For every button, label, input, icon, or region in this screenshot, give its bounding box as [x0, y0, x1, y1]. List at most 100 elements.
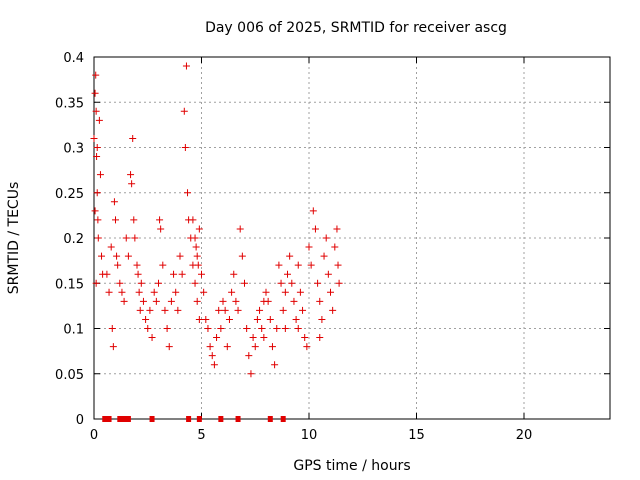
data-point	[215, 306, 223, 314]
data-point	[299, 306, 307, 314]
data-point	[331, 243, 339, 251]
data-point	[221, 306, 229, 314]
y-tick-label: 0.4	[63, 51, 84, 66]
data-point	[165, 343, 173, 351]
data-point	[157, 225, 165, 233]
data-point	[130, 216, 138, 224]
data-point	[191, 279, 199, 287]
data-point	[122, 234, 130, 242]
data-point	[292, 315, 300, 323]
data-point	[266, 315, 274, 323]
data-point	[103, 270, 111, 278]
data-point	[155, 279, 162, 287]
data-point	[334, 261, 342, 269]
data-point	[262, 288, 270, 296]
data-point	[134, 270, 142, 278]
data-point	[275, 261, 283, 269]
zero-marker	[186, 416, 192, 422]
y-tick-label: 0.15	[55, 277, 84, 292]
chart-title: Day 006 of 2025, SRMTID for receiver asc…	[205, 20, 507, 36]
data-point	[194, 261, 202, 269]
data-point	[256, 306, 264, 314]
data-point	[144, 325, 152, 332]
x-axis-label: GPS time / hours	[293, 458, 410, 474]
data-point	[176, 252, 184, 260]
data-point	[172, 288, 180, 296]
data-point	[108, 325, 116, 332]
data-point	[258, 325, 266, 332]
data-point	[170, 270, 178, 278]
data-point	[90, 134, 98, 142]
data-point	[329, 306, 337, 314]
data-point	[213, 334, 221, 342]
data-point	[120, 297, 128, 305]
data-point	[208, 352, 216, 360]
y-tick-label: 0.1	[63, 323, 84, 338]
data-point	[311, 225, 319, 233]
data-point	[91, 207, 99, 215]
data-marks	[90, 62, 343, 422]
data-point	[204, 325, 212, 332]
data-point	[193, 252, 201, 260]
data-point	[273, 325, 281, 332]
data-point	[232, 297, 240, 305]
axis-ticks: 0 5 10 15 20 0 0.05 0.1 0.15 0.2 0.25 0.3 0.35 0.4	[55, 51, 610, 443]
data-point	[260, 297, 268, 305]
data-point	[191, 234, 199, 242]
data-point	[230, 270, 238, 278]
zero-marker	[218, 416, 224, 422]
data-point	[192, 243, 200, 251]
data-point	[161, 306, 169, 314]
data-point	[281, 288, 289, 296]
data-point	[131, 234, 139, 242]
zero-marker	[106, 416, 112, 422]
data-point	[95, 116, 103, 124]
data-point	[112, 216, 119, 224]
data-point	[217, 325, 225, 332]
y-tick-label: 0.05	[55, 368, 84, 383]
data-point	[245, 352, 253, 360]
y-axis-label: SRMTID / TECUs	[6, 182, 22, 295]
zero-marker	[125, 416, 131, 422]
data-point	[128, 180, 136, 188]
y-tick-label: 0.2	[63, 232, 84, 247]
data-point	[178, 270, 186, 278]
data-point	[148, 334, 156, 342]
data-point	[93, 153, 101, 161]
data-point	[92, 71, 100, 79]
data-point	[301, 334, 309, 342]
data-point	[219, 297, 227, 305]
data-point	[200, 288, 208, 296]
x-tick-label: 0	[90, 428, 98, 443]
y-tick-label: 0.35	[55, 96, 84, 111]
zero-marker	[280, 416, 286, 422]
data-point	[225, 315, 233, 323]
data-point	[210, 361, 218, 369]
data-point	[305, 243, 313, 251]
data-point	[146, 306, 154, 314]
x-tick-label: 5	[197, 428, 205, 443]
data-point	[288, 279, 296, 287]
data-point	[105, 288, 113, 296]
data-point	[284, 270, 291, 278]
data-point	[110, 198, 118, 206]
x-tick-label: 20	[516, 428, 533, 443]
data-point	[228, 288, 236, 296]
data-point	[96, 171, 104, 179]
data-point	[247, 370, 255, 378]
data-point	[189, 216, 197, 224]
data-point	[303, 343, 311, 351]
data-point	[142, 315, 150, 323]
x-tick-label: 15	[408, 428, 425, 443]
data-point	[113, 252, 121, 260]
data-point	[271, 361, 279, 369]
data-point	[174, 306, 182, 314]
data-point	[281, 325, 289, 332]
data-point	[135, 288, 143, 296]
data-point	[249, 334, 257, 342]
zero-marker	[102, 416, 108, 422]
zero-marker	[117, 416, 123, 422]
y-tick-label: 0	[76, 413, 84, 428]
